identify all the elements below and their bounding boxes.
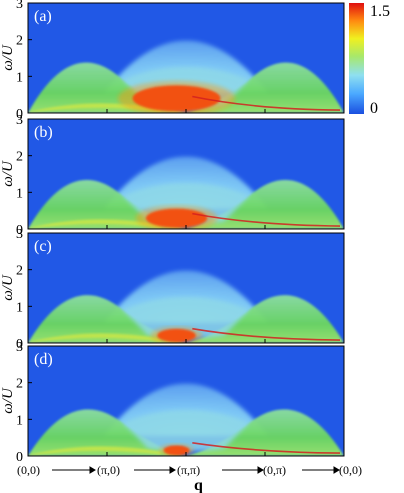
colorbar-min-label: 0 bbox=[370, 100, 378, 117]
y-axis-title: ω/U bbox=[0, 44, 16, 71]
y-tick-label: 1 bbox=[16, 70, 23, 85]
y-axis-title: ω/U bbox=[0, 160, 16, 187]
y-axis-title: ω/U bbox=[0, 274, 16, 301]
panel-0: 0 1 2 3 ω/U (a) bbox=[0, 0, 345, 122]
y-tick-label: 1 bbox=[16, 413, 23, 428]
x-tick-2: (π,π) bbox=[177, 463, 200, 477]
spectrum-intense-halo bbox=[159, 443, 194, 456]
y-tick-label: 1 bbox=[16, 186, 23, 201]
spectrum-low-streak bbox=[28, 333, 161, 343]
spectrum-intense-halo bbox=[117, 81, 236, 113]
y-axis-title: ω/U bbox=[0, 387, 16, 414]
y-tick-label: 3 bbox=[16, 0, 23, 12]
panel-label: (b) bbox=[34, 124, 53, 141]
y-tick-label: 2 bbox=[16, 377, 23, 392]
spectrum-intense-halo bbox=[150, 326, 203, 343]
spectrum-low-streak bbox=[28, 219, 161, 229]
spectrum-low-streak bbox=[28, 446, 161, 456]
spectrum-center-band bbox=[122, 410, 250, 452]
spectrum-dispersion-line bbox=[192, 327, 341, 341]
x-tick-1: (π,0) bbox=[97, 463, 120, 477]
spectrum-center-band bbox=[122, 297, 250, 339]
y-tick-label: 2 bbox=[16, 34, 23, 49]
spectrum-dispersion-line bbox=[192, 95, 341, 111]
x-axis-title: q bbox=[194, 477, 203, 493]
x-tick-0: (0,0) bbox=[17, 463, 40, 477]
x-tick-4: (0,0) bbox=[339, 463, 362, 477]
y-tick-label: 1 bbox=[16, 300, 23, 315]
y-tick-label: 0 bbox=[16, 223, 23, 238]
y-tick-label: 2 bbox=[16, 264, 23, 279]
panel-label: (a) bbox=[34, 8, 52, 25]
y-tick-label: 3 bbox=[16, 340, 23, 355]
panels-layer: 0 1 2 3 ω/U (a) 0 1 2 3 ω/U (b) 0 1 2 3 ω/U (c) 0 1 2 3 ω/U (d) bbox=[0, 0, 345, 465]
spectrum-dispersion-line bbox=[192, 442, 341, 454]
panel-2: 0 1 2 3 ω/U (c) bbox=[0, 227, 345, 352]
y-tick-label: 0 bbox=[16, 107, 23, 122]
panel-3: 0 1 2 3 ω/U (d) bbox=[0, 340, 345, 465]
panel-1: 0 1 2 3 ω/U (b) bbox=[0, 113, 345, 238]
spectrum-dispersion-line bbox=[192, 212, 341, 227]
x-axis-ticks: (0,0) (π,0) (π,π) (0,π) (0,0) bbox=[17, 463, 362, 477]
colorbar: 1.5 0 bbox=[349, 3, 390, 117]
panel-label: (c) bbox=[34, 238, 52, 255]
x-tick-3: (0,π) bbox=[263, 463, 286, 477]
x-tick-arrows bbox=[52, 466, 340, 474]
y-tick-label: 0 bbox=[16, 450, 23, 465]
y-tick-label: 3 bbox=[16, 227, 23, 242]
colorbar-max-label: 1.5 bbox=[370, 3, 390, 20]
y-tick-label: 0 bbox=[16, 337, 23, 352]
spectrum-intense-halo bbox=[135, 205, 218, 229]
y-tick-label: 3 bbox=[16, 113, 23, 128]
y-tick-label: 2 bbox=[16, 150, 23, 165]
panel-label: (d) bbox=[34, 351, 53, 368]
colorbar-gradient bbox=[349, 3, 364, 114]
